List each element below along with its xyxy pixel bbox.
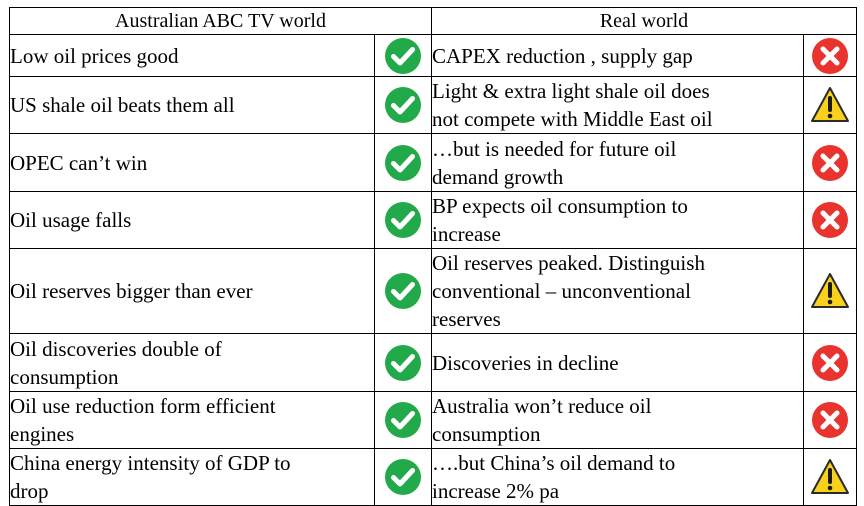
checkmark-icon xyxy=(385,144,421,181)
right-claim-line: not compete with Middle East oil xyxy=(432,107,713,131)
checkmark-icon xyxy=(385,273,421,309)
checkmark-icon xyxy=(385,87,421,123)
table-row: China energy intensity of GDP to drop ….bu… xyxy=(9,448,857,506)
left-claim-line: US shale oil beats them all xyxy=(10,93,235,117)
left-claim-cell: Oil usage falls xyxy=(9,191,375,249)
left-claim-line: engines xyxy=(10,422,75,446)
left-claim-cell: OPEC can’t win xyxy=(9,133,375,192)
checkmark-icon xyxy=(385,202,421,238)
right-status-cell xyxy=(803,191,857,249)
right-status-cell xyxy=(803,448,857,506)
table-row: OPEC can’t win …but is needed for future … xyxy=(9,133,857,192)
right-claim-line: reserves xyxy=(432,307,501,331)
right-claim-cell: Oil reserves peaked. Distinguish conventi… xyxy=(431,248,804,334)
left-claim-line: consumption xyxy=(10,364,119,389)
left-status-cell xyxy=(374,191,432,249)
cross-icon xyxy=(812,402,848,438)
right-status-cell xyxy=(803,248,857,334)
left-claim-cell: Oil discoveries double of consumption xyxy=(9,333,375,392)
right-claim-line: demand growth xyxy=(432,164,564,189)
right-claim-cell: CAPEX reduction , supply gap xyxy=(431,34,804,77)
left-status-cell xyxy=(374,248,432,334)
right-claim-line: increase 2% pa xyxy=(432,479,560,503)
cross-icon xyxy=(812,344,848,381)
header-row: Australian ABC TV world Real world xyxy=(9,7,857,35)
right-claim-line: CAPEX reduction , supply gap xyxy=(432,43,693,68)
left-claim-cell: Oil reserves bigger than ever xyxy=(9,248,375,334)
right-column-header: Real world xyxy=(431,7,857,35)
right-claim-cell: Australia won’t reduce oil consumption xyxy=(431,391,804,449)
table-row: Oil discoveries double of consumption Disc… xyxy=(9,333,857,392)
left-claim-line: Oil reserves bigger than ever xyxy=(10,279,253,303)
left-claim-line: Oil use reduction form efficient xyxy=(10,394,276,418)
left-claim-line: Oil discoveries double of xyxy=(10,336,222,361)
right-claim-line: …but is needed for future oil xyxy=(432,136,677,161)
left-claim-line: OPEC can’t win xyxy=(10,150,148,175)
right-status-cell xyxy=(803,133,857,192)
left-status-cell xyxy=(374,333,432,392)
left-status-cell xyxy=(374,448,432,506)
right-claim-line: consumption xyxy=(432,422,541,446)
right-claim-line: Australia won’t reduce oil xyxy=(432,394,652,418)
left-column-header: Australian ABC TV world xyxy=(9,7,432,35)
warning-icon xyxy=(811,459,849,494)
left-claim-cell: China energy intensity of GDP to drop xyxy=(9,448,375,506)
left-status-cell xyxy=(374,391,432,449)
right-claim-line: conventional – unconventional xyxy=(432,279,691,303)
left-status-cell xyxy=(374,34,432,77)
right-claim-cell: Light & extra light shale oil does not co… xyxy=(431,76,804,134)
checkmark-icon xyxy=(385,344,421,381)
checkmark-icon xyxy=(385,37,421,74)
left-claim-line: Low oil prices good xyxy=(10,43,179,68)
warning-icon xyxy=(811,87,849,122)
table-row: Low oil prices good CAPEX reduction , sup… xyxy=(9,34,857,77)
table-row: Oil reserves bigger than ever Oil reserve… xyxy=(9,248,857,334)
cross-icon xyxy=(812,202,848,238)
right-claim-line: Discoveries in decline xyxy=(432,350,619,375)
cross-icon xyxy=(812,37,848,74)
left-claim-cell: Oil use reduction form efficient engines xyxy=(9,391,375,449)
right-status-cell xyxy=(803,391,857,449)
left-claim-cell: Low oil prices good xyxy=(9,34,375,77)
comparison-table: Australian ABC TV world Real world Low o… xyxy=(9,7,857,506)
table-row: Oil usage falls BP expects oil consumptio… xyxy=(9,191,857,249)
left-claim-cell: US shale oil beats them all xyxy=(9,76,375,134)
warning-icon xyxy=(811,273,849,308)
table-row: US shale oil beats them all Light & extra… xyxy=(9,76,857,134)
right-claim-line: Oil reserves peaked. Distinguish xyxy=(432,251,705,275)
right-status-cell xyxy=(803,333,857,392)
right-claim-cell: ….but China’s oil demand to increase 2% p… xyxy=(431,448,804,506)
table-row: Oil use reduction form efficient engines A… xyxy=(9,391,857,449)
checkmark-icon xyxy=(385,402,421,438)
right-claim-line: Light & extra light shale oil does xyxy=(432,79,710,103)
right-status-cell xyxy=(803,76,857,134)
right-claim-cell: …but is needed for future oil demand grow… xyxy=(431,133,804,192)
left-claim-line: Oil usage falls xyxy=(10,208,132,232)
cross-icon xyxy=(812,144,848,181)
left-claim-line: drop xyxy=(10,479,49,503)
left-status-cell xyxy=(374,76,432,134)
right-claim-cell: BP expects oil consumption to increase xyxy=(431,191,804,249)
right-claim-line: ….but China’s oil demand to xyxy=(432,451,676,475)
right-status-cell xyxy=(803,34,857,77)
left-status-cell xyxy=(374,133,432,192)
right-claim-line: increase xyxy=(432,222,501,246)
left-claim-line: China energy intensity of GDP to xyxy=(10,451,291,475)
checkmark-icon xyxy=(385,459,421,495)
right-claim-cell: Discoveries in decline xyxy=(431,333,804,392)
right-claim-line: BP expects oil consumption to xyxy=(432,194,688,218)
